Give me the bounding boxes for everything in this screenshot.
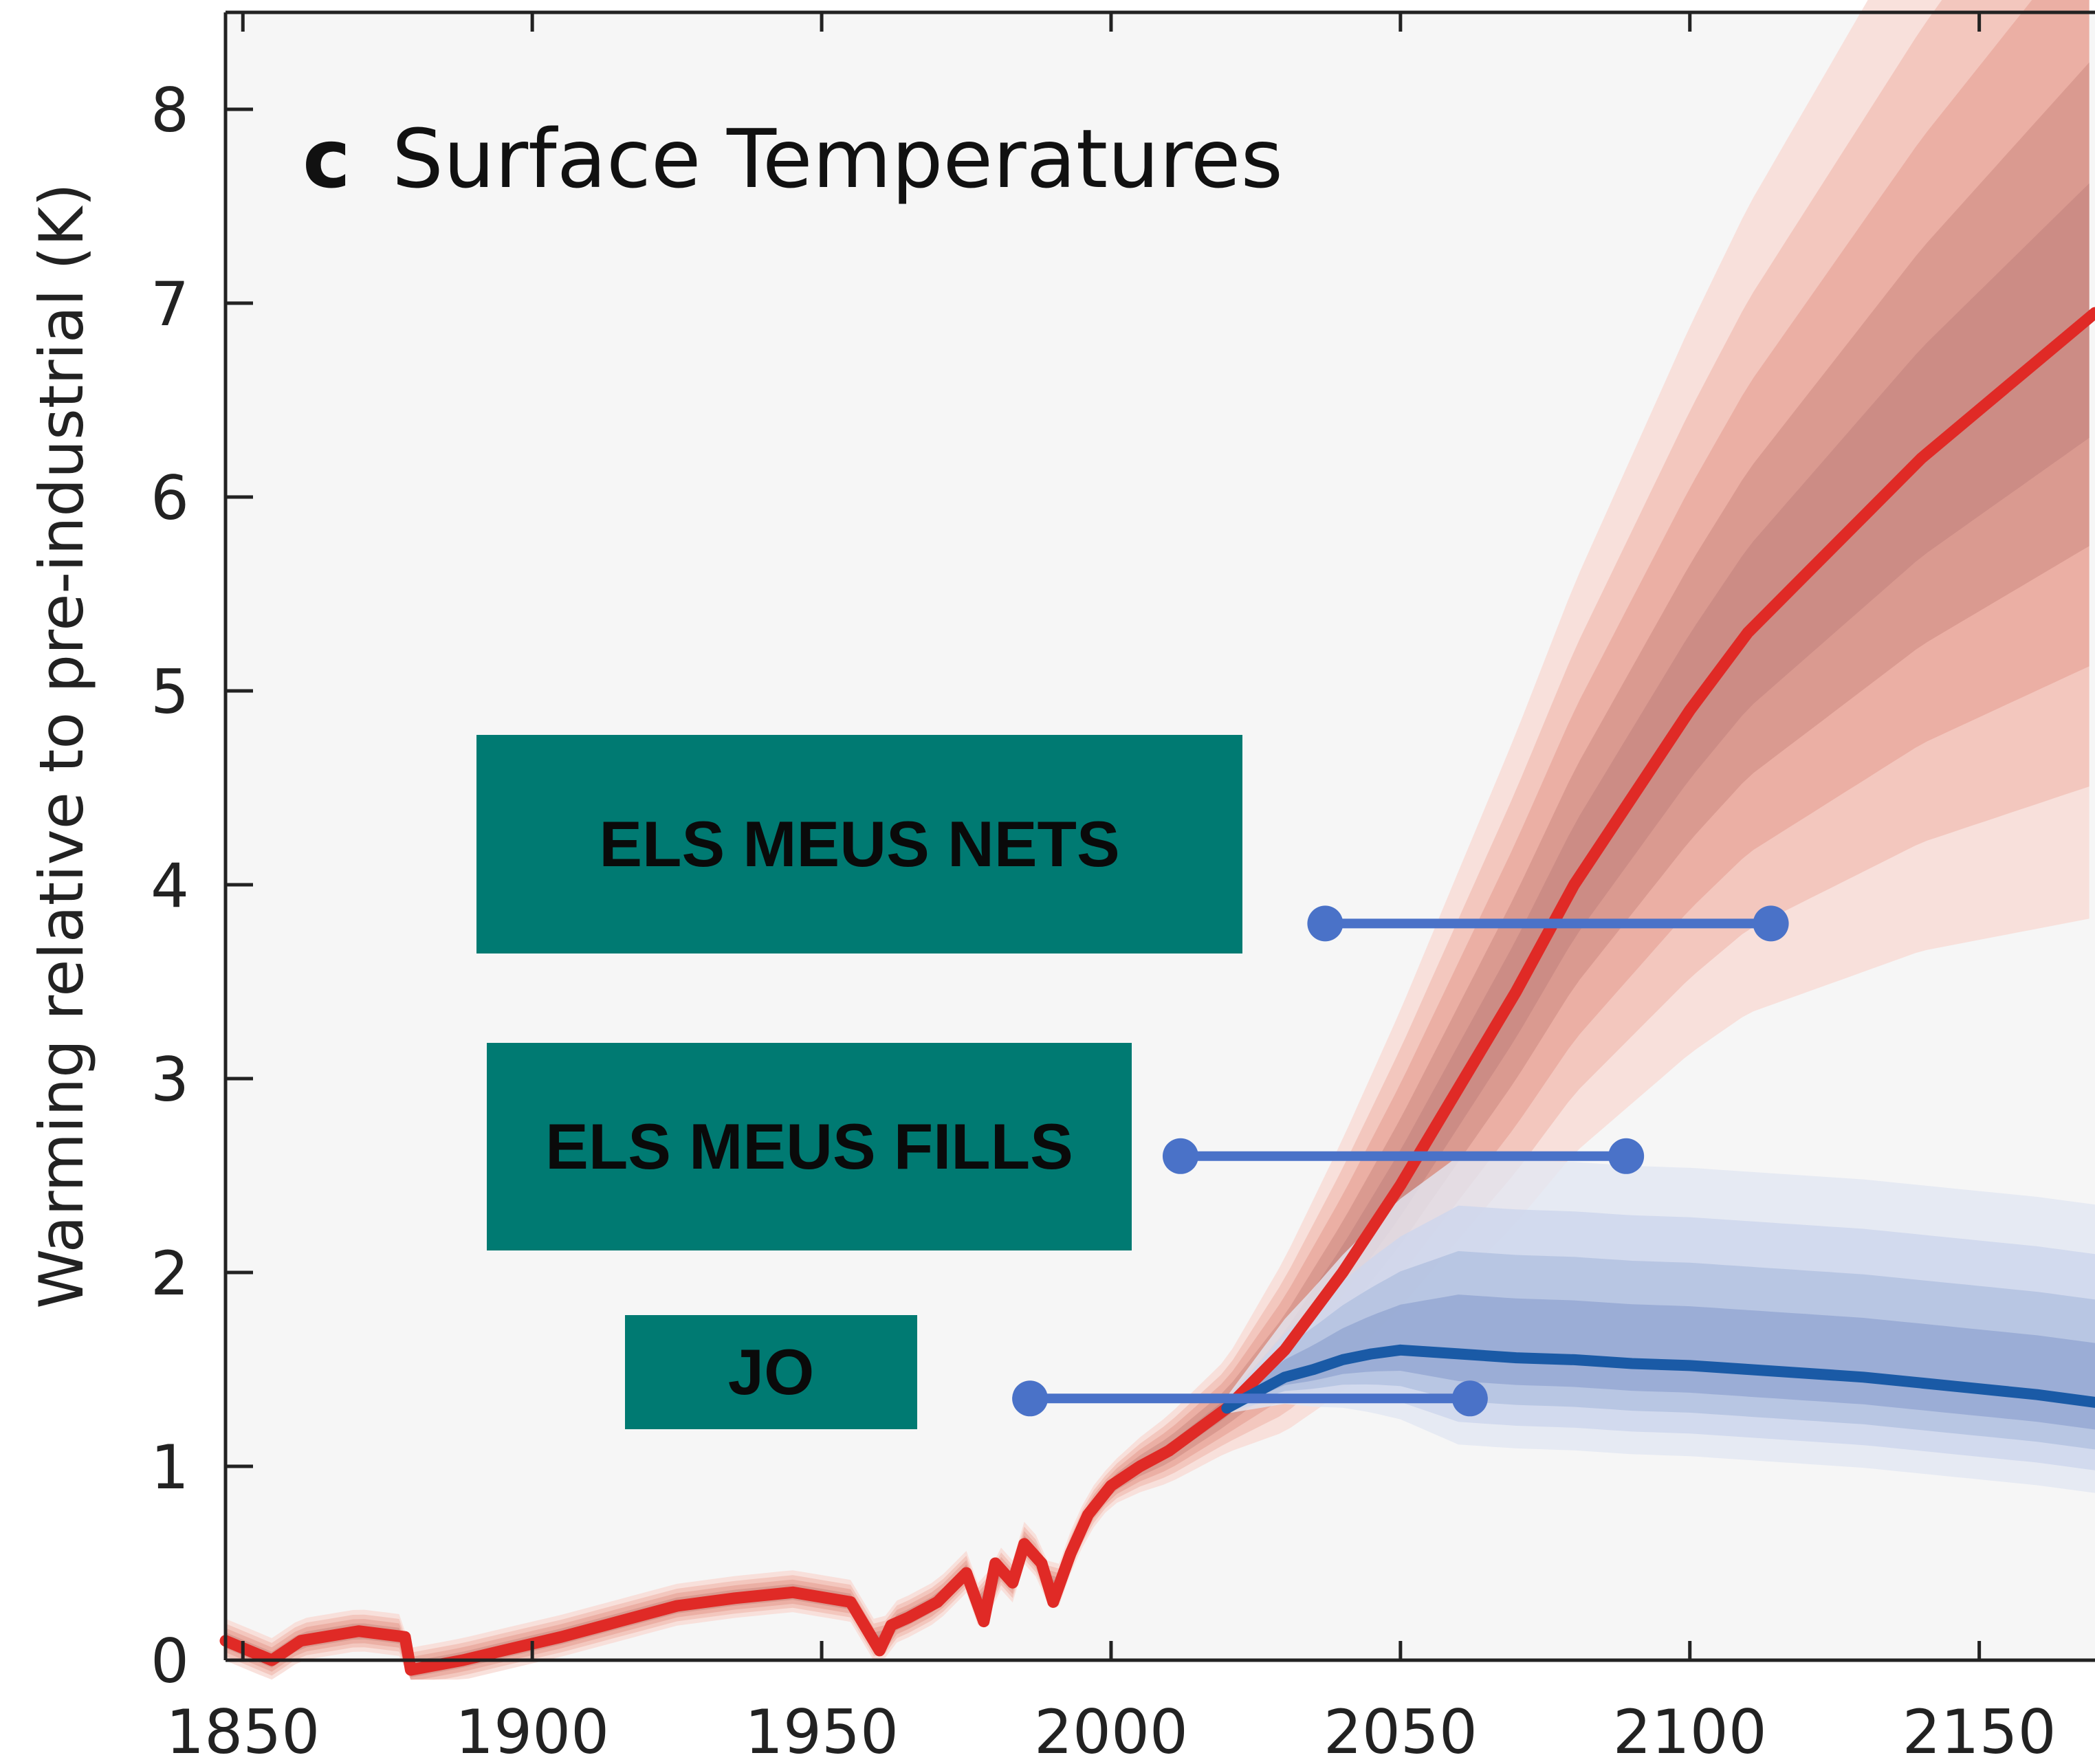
- x-tick-label-1950: 1950: [745, 1697, 899, 1764]
- y-tick-label-0: 0: [151, 1626, 189, 1697]
- y-tick-label-8: 8: [151, 75, 189, 146]
- y-axis-label: Warming relative to pre-industrial (K): [26, 183, 97, 1309]
- y-tick-label-7: 7: [151, 269, 189, 340]
- x-tick-label-1850: 1850: [166, 1697, 320, 1764]
- annotation-dot-end-1: [1608, 1138, 1645, 1174]
- y-tick-label-4: 4: [151, 850, 189, 921]
- y-tick-label-2: 2: [151, 1238, 189, 1309]
- y-tick-label-1: 1: [151, 1432, 189, 1503]
- annotation-lines: [1012, 905, 1789, 1417]
- axes: [223, 10, 2095, 1662]
- x-tick-label-2150: 2150: [1902, 1697, 2056, 1764]
- x-tick-label-2050: 2050: [1324, 1697, 1478, 1764]
- panel-letter: c: [303, 111, 351, 206]
- x-tick-label-1900: 1900: [455, 1697, 609, 1764]
- annotation-dot-start-1: [1162, 1138, 1198, 1174]
- y-tick-label-6: 6: [151, 463, 189, 533]
- label-box-children: ELS MEUS FILLS: [487, 1043, 1132, 1250]
- label-me: JO: [727, 1336, 815, 1408]
- x-tick-label-2000: 2000: [1034, 1697, 1188, 1764]
- red-uncertainty-bands: [226, 0, 2089, 1680]
- label-box-grandchildren: ELS MEUS NETS: [476, 735, 1242, 953]
- annotation-dot-start-2: [1012, 1380, 1049, 1417]
- label-box-me: JO: [625, 1315, 917, 1429]
- axis-ticks: 1850 1900 1950 2000 2050 2100 2150 0 1 2 3 4 5 6 7 8: [151, 12, 2056, 1764]
- annotation-dot-end-2: [1451, 1380, 1488, 1417]
- red-band-2: [226, 0, 2089, 1680]
- annotation-dot-end-0: [1753, 905, 1789, 942]
- y-tick-label-5: 5: [151, 657, 189, 727]
- series-line-1: [1221, 1344, 2095, 1414]
- x-tick-label-2100: 2100: [1613, 1697, 1767, 1764]
- chart-title: c Surface Temperatures: [303, 111, 1283, 206]
- annotation-dot-start-0: [1307, 905, 1343, 942]
- label-grandchildren: ELS MEUS NETS: [599, 808, 1120, 880]
- y-tick-label-3: 3: [151, 1044, 189, 1115]
- panel-title: Surface Temperatures: [392, 111, 1283, 206]
- label-children: ELS MEUS FILLS: [545, 1110, 1073, 1182]
